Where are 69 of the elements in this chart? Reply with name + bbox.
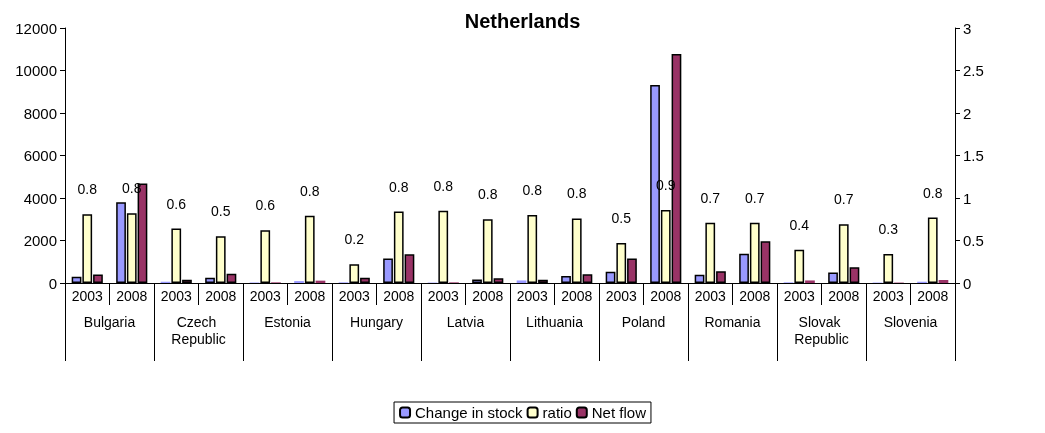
text: Romania [704, 313, 761, 330]
x-tick-label: 2003 [516, 288, 549, 304]
x-tick-label: 2003 [160, 288, 193, 304]
data-label: 0.8 [478, 186, 498, 203]
x-tick-label: 2003 [71, 288, 104, 304]
text: Slovenia [883, 313, 938, 330]
bar [805, 280, 815, 283]
data-label: 0.5 [211, 203, 231, 220]
data-label: 0.8 [433, 177, 454, 194]
chart-title: Netherlands [464, 10, 581, 32]
x-tick-label: 2008 [917, 288, 949, 304]
text: Slovak Republic [794, 313, 849, 347]
x-tick-label: 2008 [561, 288, 593, 304]
text: Czech Republic [171, 313, 226, 347]
y-tick-label: 0 [48, 274, 57, 292]
y2-tick-label: 1.5 [963, 147, 984, 164]
y2-tick-label: 2.5 [963, 62, 984, 79]
text: Estonia [264, 313, 312, 330]
x-tick-label: 2003 [427, 288, 460, 304]
x-tick-label: 2008 [828, 288, 860, 304]
data-label: 0.5 [611, 210, 632, 227]
y-tick-label: 8000 [23, 104, 57, 122]
data-label: 0.8 [77, 181, 98, 198]
y2-tick-label: 2 [963, 104, 972, 122]
text: Bulgaria [83, 313, 136, 330]
x-tick-label: 2003 [338, 288, 371, 304]
text: Hungary [350, 313, 403, 330]
data-label: 0.6 [255, 197, 276, 214]
x-tick-label: 2008 [650, 288, 682, 304]
y2-tick-label: 3 [963, 19, 972, 37]
x-tick-label: 2003 [694, 288, 727, 304]
x-tick-label: 2003 [872, 288, 905, 304]
x-tick-label: 2003 [605, 288, 638, 304]
bar [516, 280, 527, 283]
y2-tick-label: 0.5 [963, 232, 984, 249]
data-label: 0.3 [878, 221, 899, 238]
text: Lithuania [526, 313, 584, 330]
y-tick-label: 12000 [15, 19, 57, 37]
y-tick-label: 2000 [23, 232, 57, 249]
data-label: 0.7 [700, 189, 721, 206]
y2-tick-label: 0 [963, 274, 972, 292]
data-label: 0.8 [923, 184, 943, 201]
y-tick-label: 10000 [15, 62, 57, 79]
legend-label: Change in stock [415, 404, 524, 421]
x-tick-label: 2008 [294, 288, 326, 304]
data-label: 0.8 [567, 185, 587, 202]
x-tick-label: 2003 [249, 288, 282, 304]
y2-tick-label: 1 [963, 189, 972, 207]
x-tick-label: 2008 [383, 288, 415, 304]
y-tick-label: 4000 [23, 189, 57, 207]
x-tick-label: 2008 [472, 288, 504, 304]
data-label: 0.8 [389, 178, 409, 195]
x-tick-label: 2003 [783, 288, 816, 304]
text: Poland [621, 313, 666, 330]
data-label: 0.6 [166, 195, 187, 212]
bar [938, 280, 949, 283]
y-tick-label: 6000 [23, 147, 57, 164]
x-tick-label: 2008 [116, 288, 148, 304]
text: Latvia [446, 313, 485, 330]
data-label: 0.8 [300, 182, 320, 199]
data-label: 0.2 [344, 231, 365, 248]
legend-label: Net flow [591, 404, 647, 421]
data-label: 0.7 [834, 191, 854, 208]
legend-label: ratio [542, 404, 572, 421]
data-label: 0.4 [789, 216, 810, 233]
x-tick-label: 2008 [739, 288, 771, 304]
x-tick-label: 2008 [205, 288, 237, 304]
data-label: 0.8 [522, 182, 543, 198]
data-label: 0.7 [745, 189, 765, 206]
